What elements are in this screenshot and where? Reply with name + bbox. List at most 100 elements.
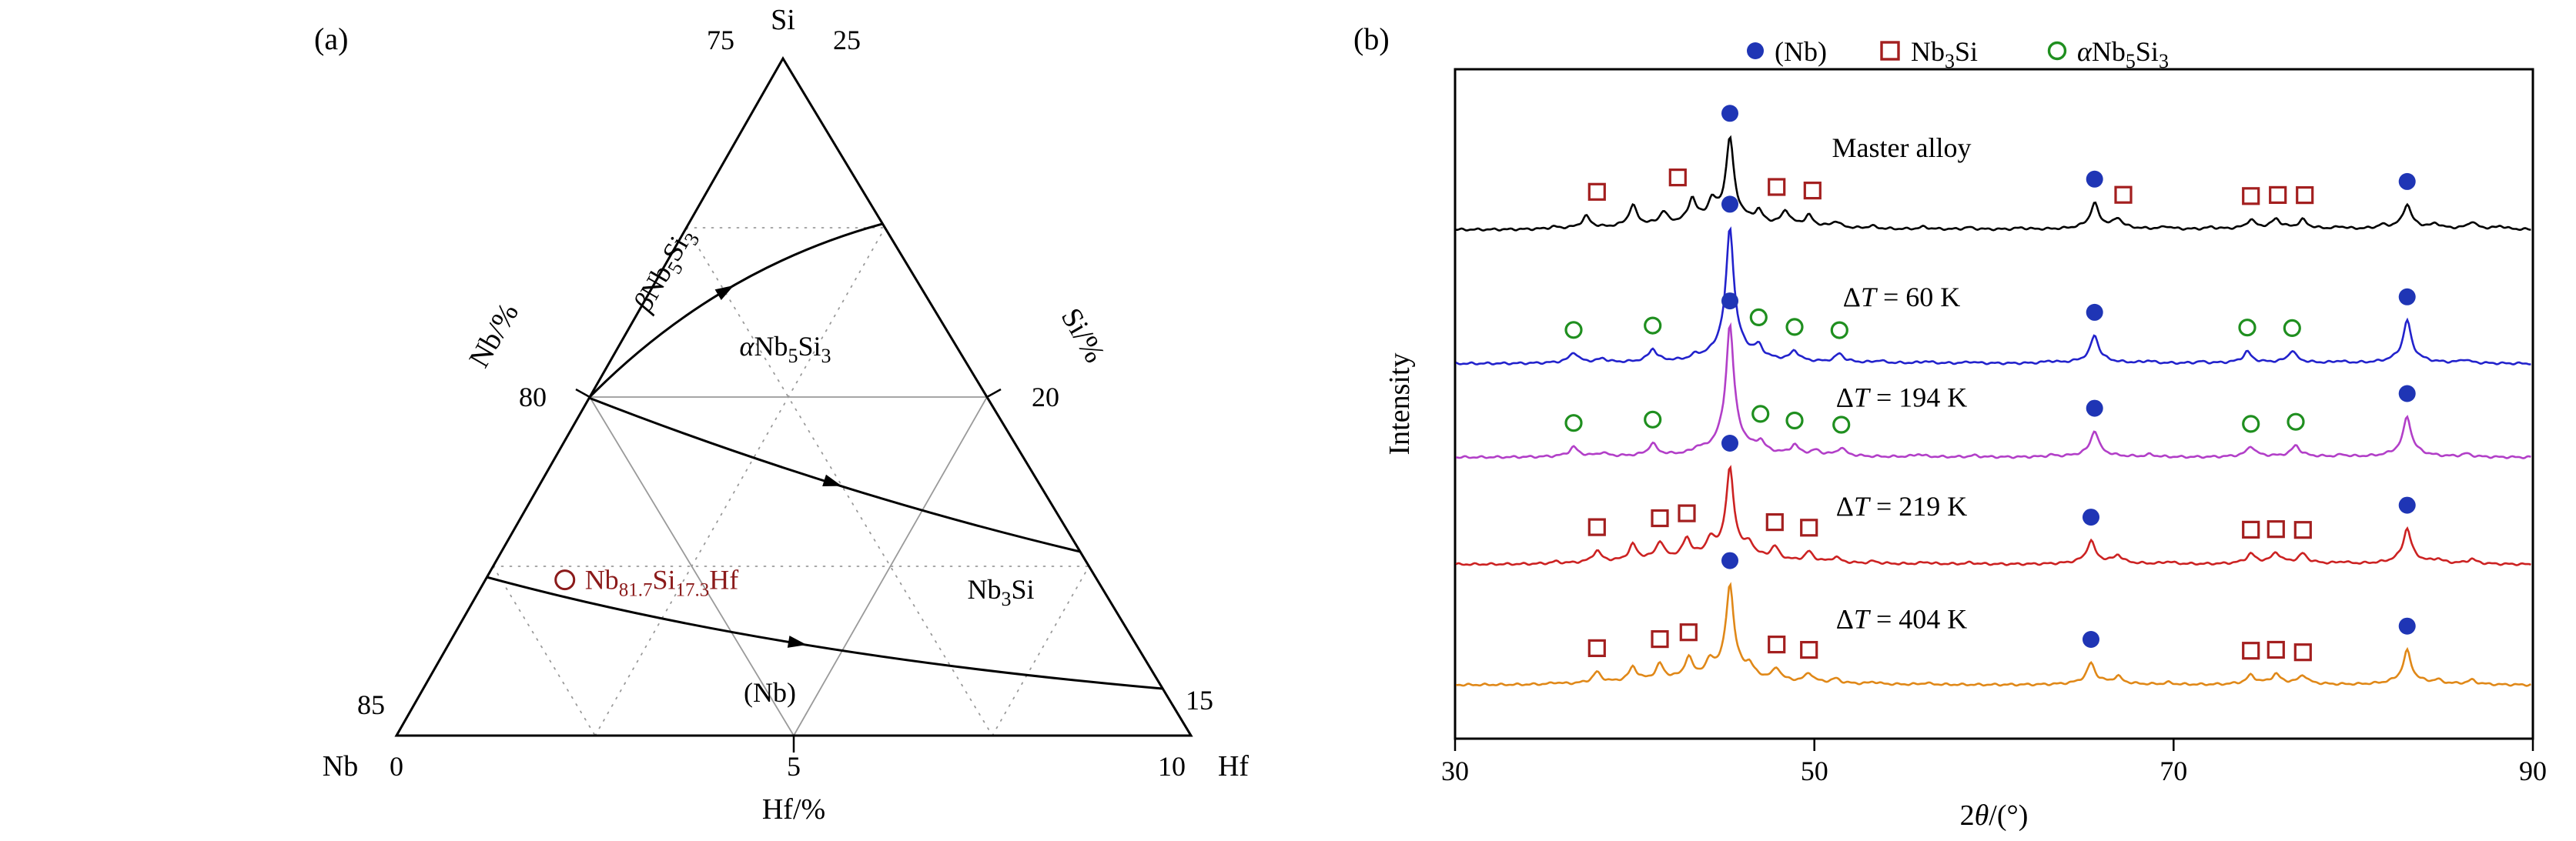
peak-marker-nb-icon [2398, 496, 2416, 514]
peak-marker-nb3si-icon [2267, 640, 2285, 659]
axis-label-nb: Nb/% [463, 298, 525, 373]
xrd-ylabel: Intensity [1383, 353, 1416, 456]
peak-marker-nb3si-icon [2242, 520, 2260, 539]
peak-marker-anb5si3-icon [1564, 321, 1583, 339]
series-label-dt_404k: ΔT = 404 K [1836, 603, 1968, 634]
xrd-pattern-dt_404k [1456, 582, 2531, 687]
panel-b-letter: (b) [1353, 22, 1390, 56]
peak-marker-nb3si-icon [1587, 182, 1606, 201]
tick-hf-5: 5 [787, 751, 801, 782]
ternary-grid-dotted [492, 227, 1090, 736]
peak-marker-anb5si3-icon [1751, 405, 1770, 423]
arrow-icon [714, 285, 734, 301]
xrd-pattern-dt_194k [1456, 322, 2531, 459]
xrd-pattern-master_alloy [1456, 135, 2531, 232]
peak-marker-nb-icon [1721, 292, 1738, 310]
peak-marker-anb5si3-icon [1832, 415, 1851, 434]
xtick-70: 70 [2159, 756, 2187, 786]
tick-si-20: 20 [1032, 382, 1059, 412]
tick-hf-0: 0 [390, 751, 403, 782]
corner-label-nb: Nb [323, 750, 358, 783]
panel-a-ternary: (a) [314, 4, 1249, 826]
xrd-pattern-dt_219k [1455, 465, 2531, 566]
peak-marker-anb5si3-icon [2242, 415, 2260, 433]
peak-marker-anb5si3-icon [1749, 308, 1768, 326]
series-label-dt_219k: ΔT = 219 K [1836, 491, 1968, 522]
peak-marker-nb3si-icon [2293, 643, 2312, 662]
peak-marker-nb3si-icon [1668, 169, 1687, 187]
peak-marker-nb3si-icon [2269, 185, 2287, 204]
peak-marker-nb-icon [2398, 172, 2416, 190]
peak-marker-anb5si3-icon [1564, 414, 1583, 432]
peak-marker-anb5si3-icon [1830, 321, 1848, 339]
series-label-dt_194k: ΔT = 194 K [1836, 382, 1968, 413]
arrow-icon [822, 474, 842, 487]
xtick-30: 30 [1441, 756, 1469, 786]
peak-marker-anb5si3-icon [1644, 410, 1662, 429]
xrd-xlabel: 2θ/(°) [1960, 799, 2029, 832]
peak-marker-nb-icon [2398, 288, 2416, 305]
peak-marker-nb3si-icon [1651, 629, 1669, 649]
xrd-series-labels-group: Master alloy ΔT = 60 K ΔT = 194 K ΔT = 219 … [1832, 132, 1972, 635]
peak-marker-anb5si3-icon [2238, 319, 2257, 337]
panel-a-letter: (a) [314, 22, 348, 56]
peak-marker-nb3si-icon [1587, 518, 1606, 536]
curve-beta-alpha [587, 222, 883, 399]
legend-nb3si-label: Nb3Si [1911, 36, 1978, 72]
peak-marker-nb3si-icon [1679, 623, 1698, 642]
corner-label-hf: Hf [1218, 750, 1249, 783]
peak-marker-nb3si-icon [2114, 185, 2133, 204]
peak-marker-anb5si3-icon [1644, 316, 1662, 335]
arrow-icon [787, 636, 807, 648]
tick-si-25: 25 [833, 25, 861, 55]
peak-marker-nb-icon [2083, 631, 2099, 648]
phase-label-nb: (Nb) [744, 677, 796, 708]
alloy-composition-label: Nb81.7Si17.3Hf [585, 565, 739, 601]
peak-marker-nb-icon [2083, 509, 2099, 526]
corner-label-si: Si [771, 4, 795, 36]
tick-si-15: 15 [1186, 685, 1213, 716]
legend-nb3si-icon [1880, 41, 1900, 61]
xrd-markers-group [1564, 105, 2416, 662]
peak-marker-nb-icon [1721, 552, 1738, 569]
legend-nb-label: (Nb) [1775, 36, 1827, 67]
panel-b-xrd: (b) (Nb) Nb3Si αNb5Si3 30 50 70 90 2θ/(°… [1353, 22, 2547, 832]
tick-nb-75: 75 [707, 25, 734, 55]
peak-marker-nb3si-icon [2242, 642, 2260, 660]
peak-marker-nb-icon [1721, 195, 1738, 213]
legend-anb5si3-label: αNb5Si3 [2077, 36, 2169, 72]
series-label-dt_60k: ΔT = 60 K [1843, 282, 1961, 312]
xtick-50: 50 [1801, 756, 1828, 786]
monovariant-curves [486, 222, 1163, 690]
peak-marker-nb3si-icon [1765, 512, 1784, 532]
xrd-pattern-dt_60k [1455, 226, 2531, 365]
tick-nb-85: 85 [357, 689, 385, 720]
peak-marker-anb5si3-icon [2283, 319, 2301, 337]
phase-label-beta-nb5si3: βNb5Si3 [627, 222, 704, 320]
peak-marker-nb3si-icon [1768, 178, 1786, 196]
axis-label-hf: Hf/% [762, 793, 825, 826]
tick-hf-10: 10 [1158, 751, 1186, 782]
phase-label-alpha-nb5si3: αNb5Si3 [740, 331, 831, 367]
ternary-ticks [575, 388, 1002, 753]
legend-anb5si3-icon [2047, 41, 2067, 61]
series-label-master_alloy: Master alloy [1832, 132, 1972, 163]
peak-marker-anb5si3-icon [1785, 318, 1804, 336]
peak-marker-nb3si-icon [1587, 639, 1606, 658]
legend-nb-icon [1747, 42, 1764, 59]
peak-marker-nb-icon [2398, 385, 2416, 402]
alloy-composition-marker-icon [554, 569, 576, 591]
phase-label-nb3si: Nb3Si [967, 574, 1034, 610]
peak-marker-nb-icon [1721, 105, 1738, 122]
xrd-curves-group [1455, 135, 2531, 687]
peak-marker-nb-icon [2086, 399, 2103, 417]
peak-marker-nb-icon [2086, 170, 2103, 188]
xrd-legend: (Nb) Nb3Si αNb5Si3 [1747, 36, 2169, 72]
peak-marker-nb3si-icon [1803, 182, 1822, 200]
peak-marker-nb3si-icon [1678, 504, 1696, 522]
peak-marker-nb-icon [1721, 435, 1738, 452]
peak-marker-nb3si-icon [2296, 186, 2314, 205]
peak-marker-nb3si-icon [1651, 509, 1669, 528]
peak-marker-nb3si-icon [2242, 187, 2260, 205]
